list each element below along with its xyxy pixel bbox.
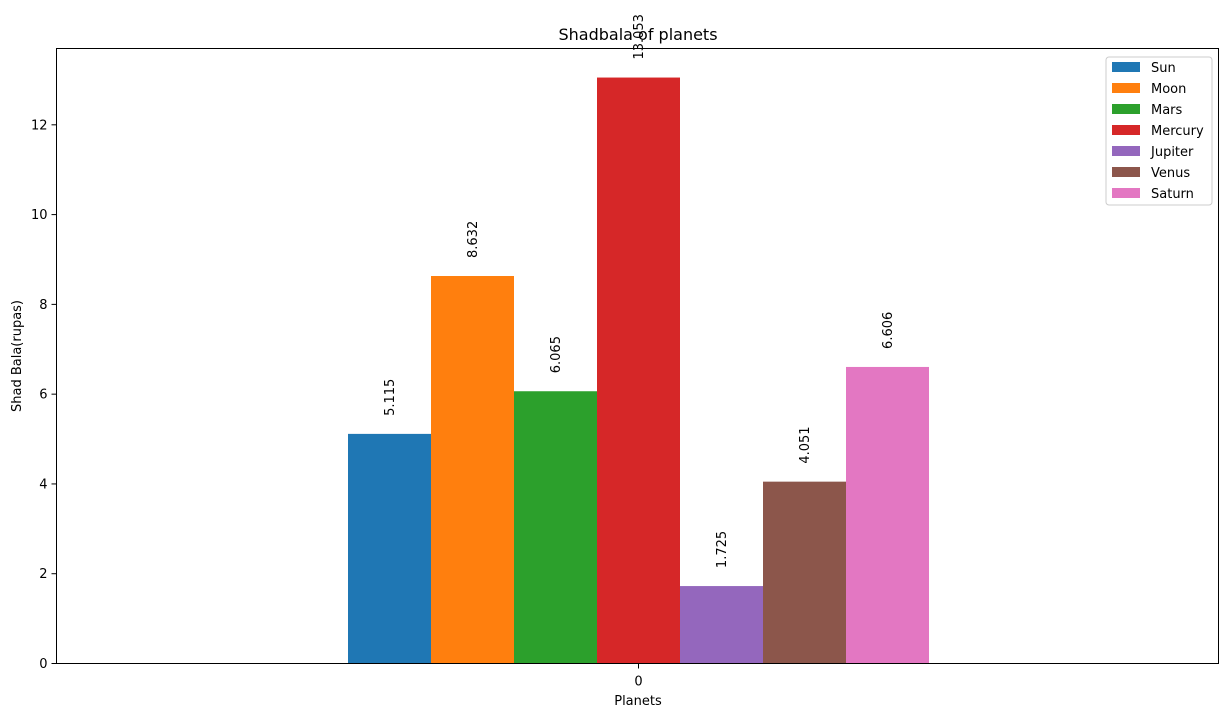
legend: Sun Moon Mars Mercury Jupiter Venus Saturn [1105, 56, 1213, 206]
legend-label-sun: Sun [1151, 61, 1176, 76]
bar-value-label-venus: 4.051 [798, 426, 813, 463]
x-tick-label: 0 [634, 675, 642, 690]
bar-value-label-moon: 8.632 [466, 221, 481, 258]
bar-sun [348, 433, 431, 664]
bar-jupiter [680, 586, 763, 664]
bar-moon [431, 276, 514, 664]
legend-swatch-sun [1112, 62, 1140, 72]
legend-label-venus: Venus [1151, 166, 1190, 181]
bar-value-label-mercury: 13.053 [632, 14, 647, 60]
y-tick-label: 8 [39, 298, 47, 313]
y-tick-label: 4 [39, 477, 47, 492]
legend-label-jupiter: Jupiter [1150, 145, 1194, 160]
legend-swatch-venus [1112, 167, 1140, 177]
y-axis-label: Shad Bala(rupas) [10, 300, 25, 412]
legend-label-mercury: Mercury [1151, 124, 1204, 139]
chart-title: Shadbala of planets [558, 25, 717, 44]
legend-swatch-mars [1112, 104, 1140, 114]
bar-value-label-saturn: 6.606 [881, 312, 896, 349]
y-tick-label: 12 [31, 118, 48, 133]
bar-venus [763, 481, 846, 664]
plot-area-frame [56, 48, 1219, 664]
y-axis-ticks: 0 2 4 6 8 10 12 [31, 118, 57, 672]
legend-label-moon: Moon [1151, 82, 1186, 97]
bars-group [348, 77, 929, 664]
bar-value-labels: 5.115 8.632 6.065 13.053 1.725 4.051 6.606 [383, 14, 896, 568]
legend-swatch-moon [1112, 83, 1140, 93]
legend-label-saturn: Saturn [1151, 187, 1194, 202]
legend-swatch-jupiter [1112, 146, 1140, 156]
bar-value-label-jupiter: 1.725 [715, 531, 730, 568]
bar-saturn [846, 366, 929, 664]
bar-value-label-mars: 6.065 [549, 336, 564, 373]
y-tick-label: 0 [39, 657, 47, 672]
legend-swatch-saturn [1112, 188, 1140, 198]
bar-mars [514, 391, 597, 664]
y-tick-label: 10 [31, 208, 48, 223]
legend-swatch-mercury [1112, 125, 1140, 135]
x-axis-label: Planets [614, 694, 662, 709]
bar-mercury [597, 77, 680, 664]
bar-value-label-sun: 5.115 [383, 379, 398, 416]
x-axis-ticks: 0 [634, 663, 643, 690]
y-tick-label: 2 [39, 567, 47, 582]
y-tick-label: 6 [39, 388, 47, 403]
legend-label-mars: Mars [1151, 103, 1183, 118]
